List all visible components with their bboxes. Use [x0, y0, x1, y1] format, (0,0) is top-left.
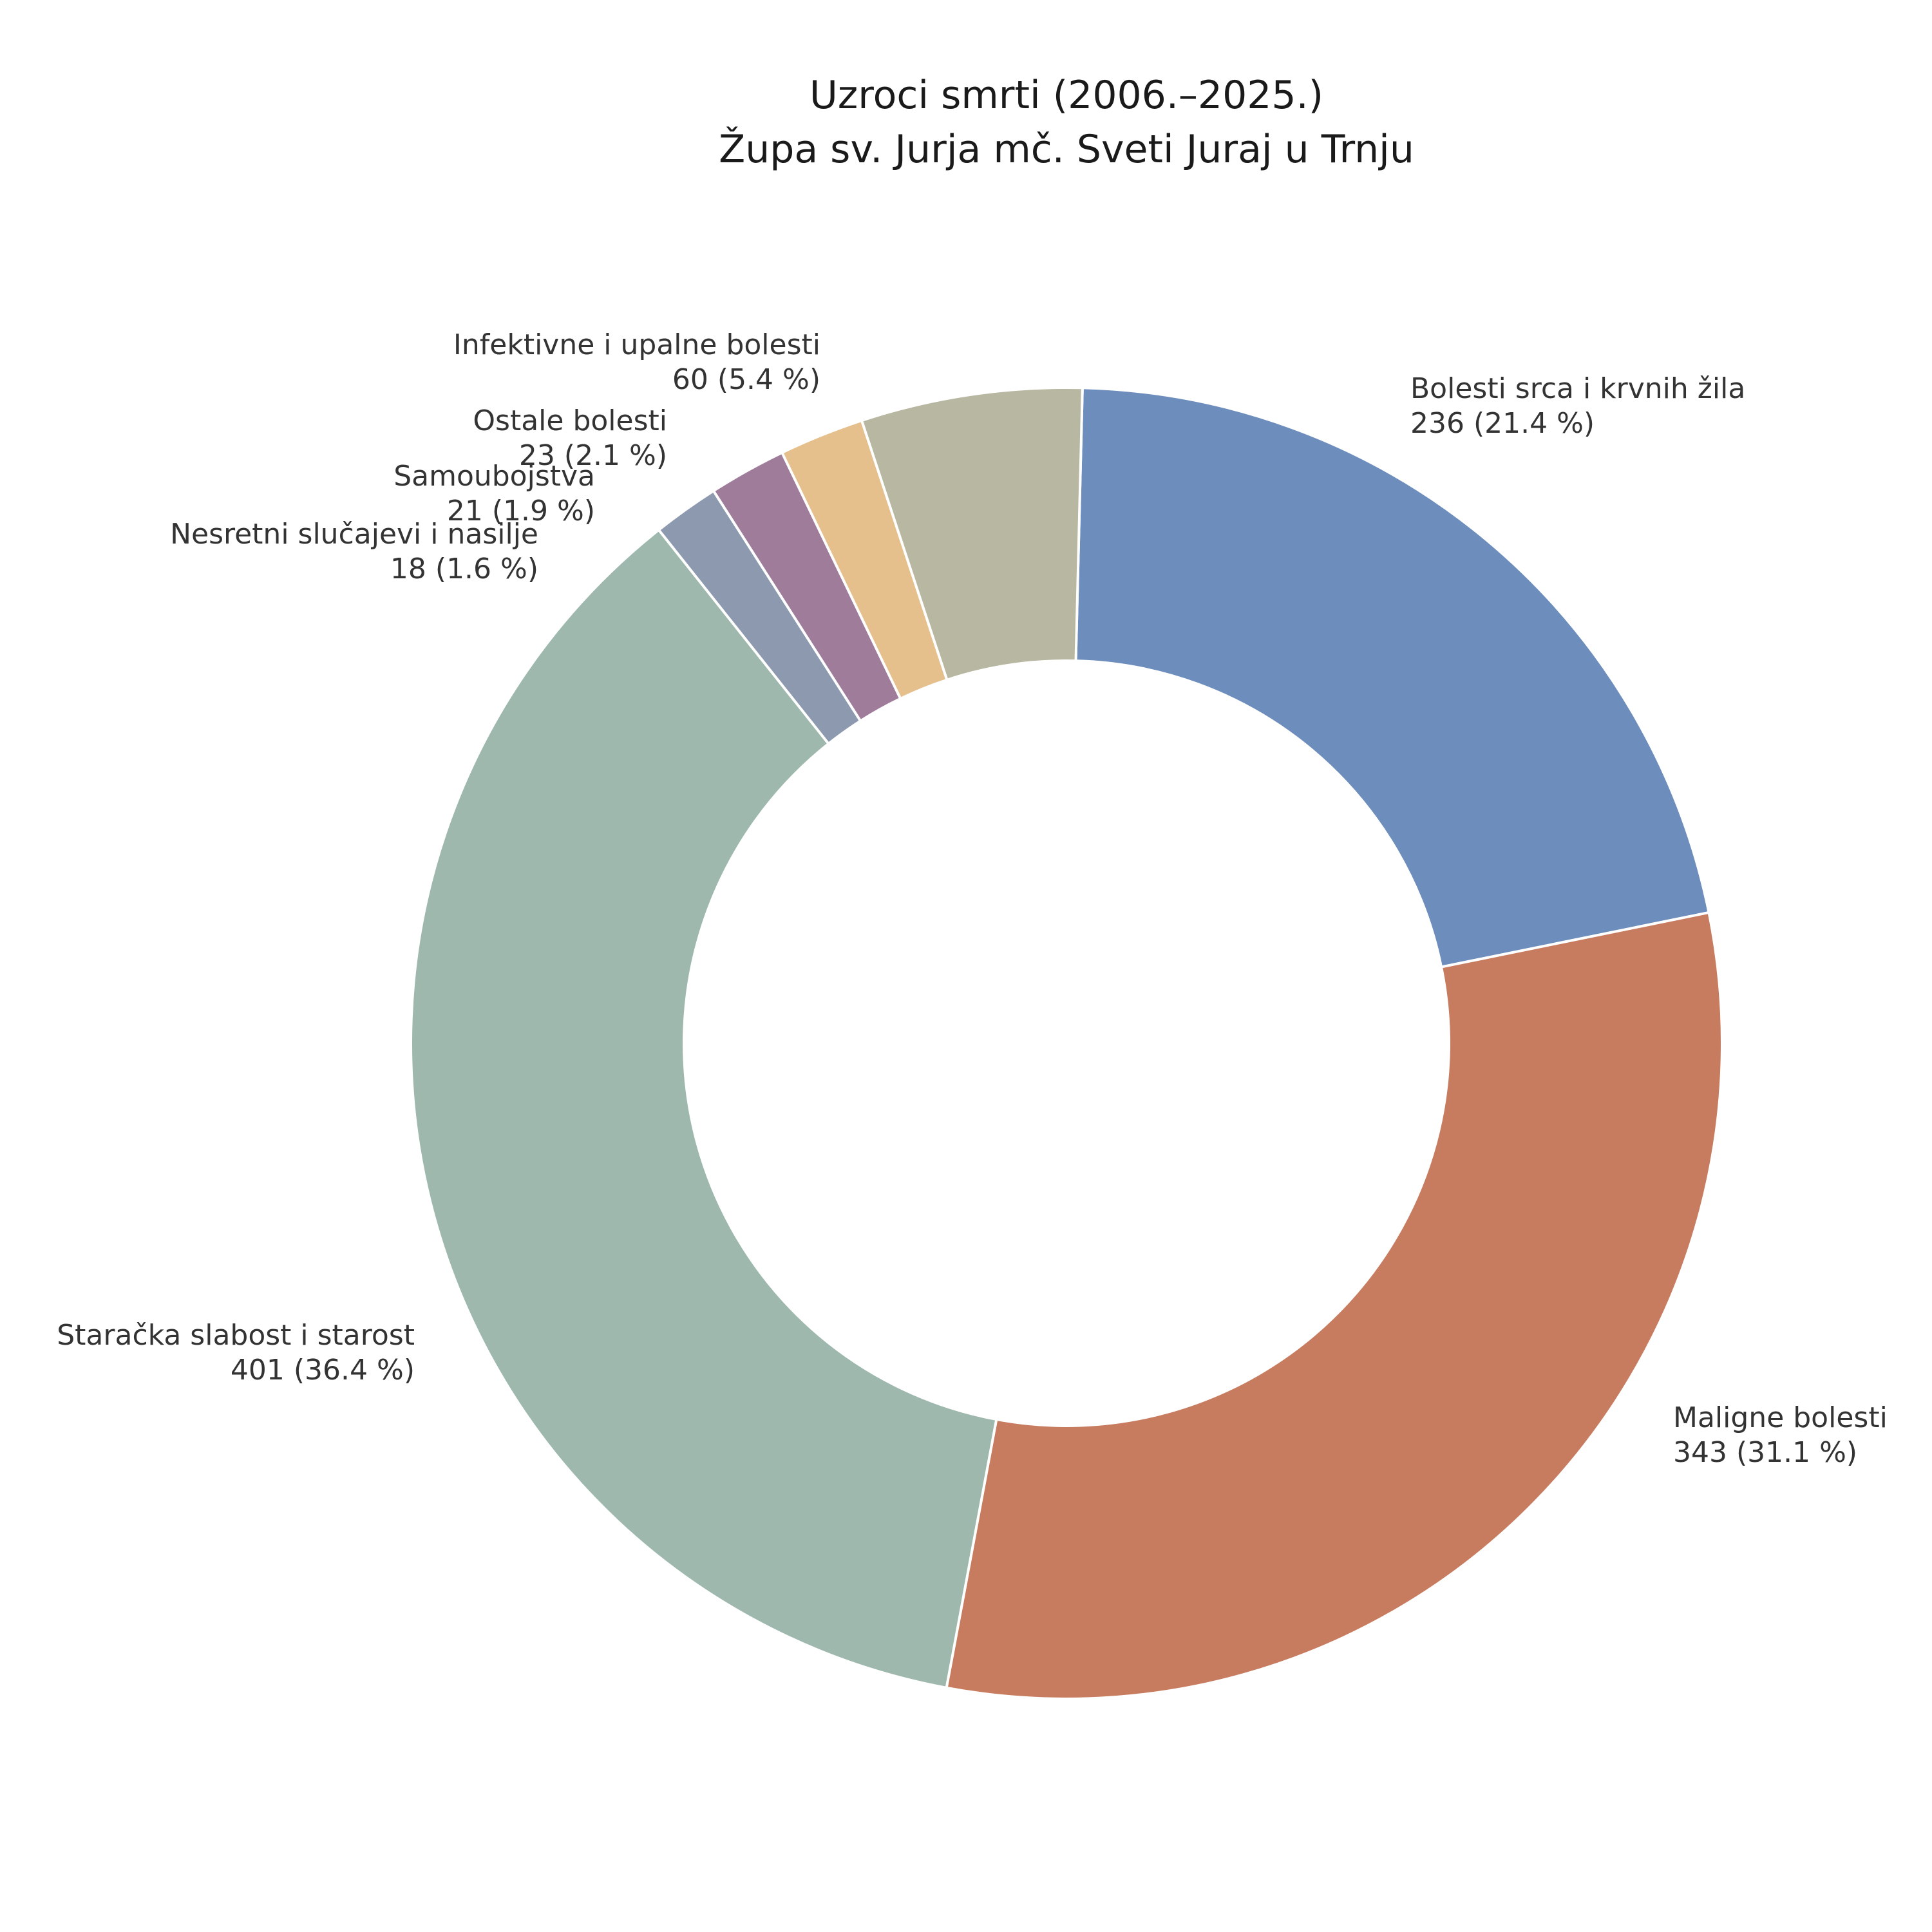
label-value-infectious: 60 (5.4 %) — [672, 363, 820, 396]
label-value-accidents: 18 (1.6 %) — [390, 553, 538, 585]
label-name-infectious: Infektivne i upalne bolesti — [453, 328, 820, 361]
slice-old-age — [410, 527, 998, 1690]
slice-malignant — [945, 911, 1723, 1700]
slice-infectious — [860, 386, 1084, 682]
label-name-heart: Bolesti srca i krvnih žila — [1410, 372, 1745, 405]
label-value-heart: 236 (21.4 %) — [1410, 407, 1595, 440]
label-group: Bolesti srca i krvnih žila 236 (21.4 %) … — [57, 328, 1888, 1469]
label-value-other: 23 (2.1 %) — [519, 439, 667, 472]
label-name-malignant: Maligne bolesti — [1673, 1401, 1888, 1434]
slice-heart — [1074, 386, 1710, 969]
label-name-suicides: Samoubojstva — [393, 460, 595, 493]
chart-subtitle: Župa sv. Jurja mč. Sveti Juraj u Trnju — [719, 126, 1414, 172]
label-value-malignant: 343 (31.1 %) — [1673, 1436, 1857, 1469]
chart-title: Uzroci smrti (2006.–2025.) — [810, 73, 1323, 118]
label-name-accidents: Nesretni slučajevi i nasilje — [170, 518, 538, 551]
label-value-old-age: 401 (36.4 %) — [231, 1354, 415, 1387]
label-value-suicides: 21 (1.9 %) — [447, 495, 595, 527]
label-name-old-age: Staračka slabost i starost — [57, 1319, 415, 1352]
label-name-other: Ostale bolesti — [473, 404, 667, 437]
slice-group — [410, 386, 1723, 1700]
